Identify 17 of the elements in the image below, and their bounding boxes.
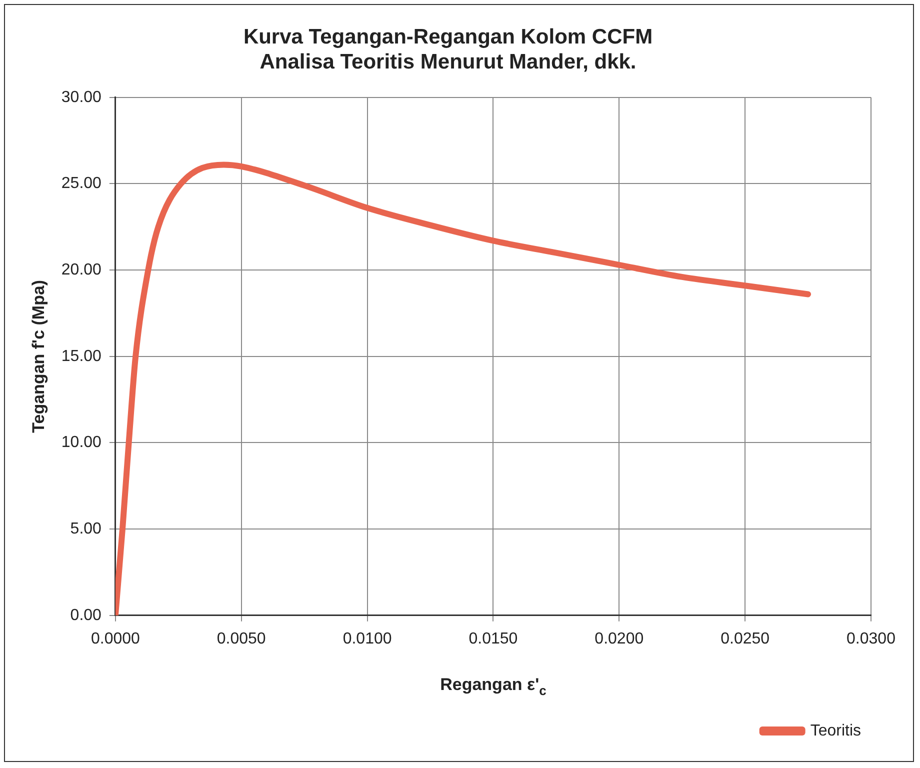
y-axis-title: Tegangan f'c (Mpa)	[28, 280, 48, 433]
chart-title: Kurva Tegangan-Regangan Kolom CCFM Analisa Teoritis Menurut Mander, dkk.	[243, 25, 653, 74]
y-tick-label: 10.00	[61, 434, 102, 452]
y-tick-label: 20.00	[61, 261, 102, 278]
y-tick-label: 30.00	[61, 88, 102, 106]
x-tick-label: 0.0100	[342, 630, 392, 648]
x-tick-label: 0.0300	[846, 630, 896, 648]
x-tick-label: 0.0000	[90, 630, 140, 648]
y-tick-label: 5.00	[70, 520, 102, 538]
legend-label: Teoritis	[810, 722, 862, 740]
y-tick-label: 15.00	[61, 348, 102, 365]
x-tick-label: 0.0250	[720, 630, 770, 648]
y-tick-label: 0.00	[70, 606, 102, 624]
y-tick-label: 25.00	[61, 175, 102, 192]
x-tick-label: 0.0150	[468, 630, 518, 648]
x-tick-label: 0.0050	[216, 630, 266, 648]
x-tick-label: 0.0200	[594, 630, 644, 648]
